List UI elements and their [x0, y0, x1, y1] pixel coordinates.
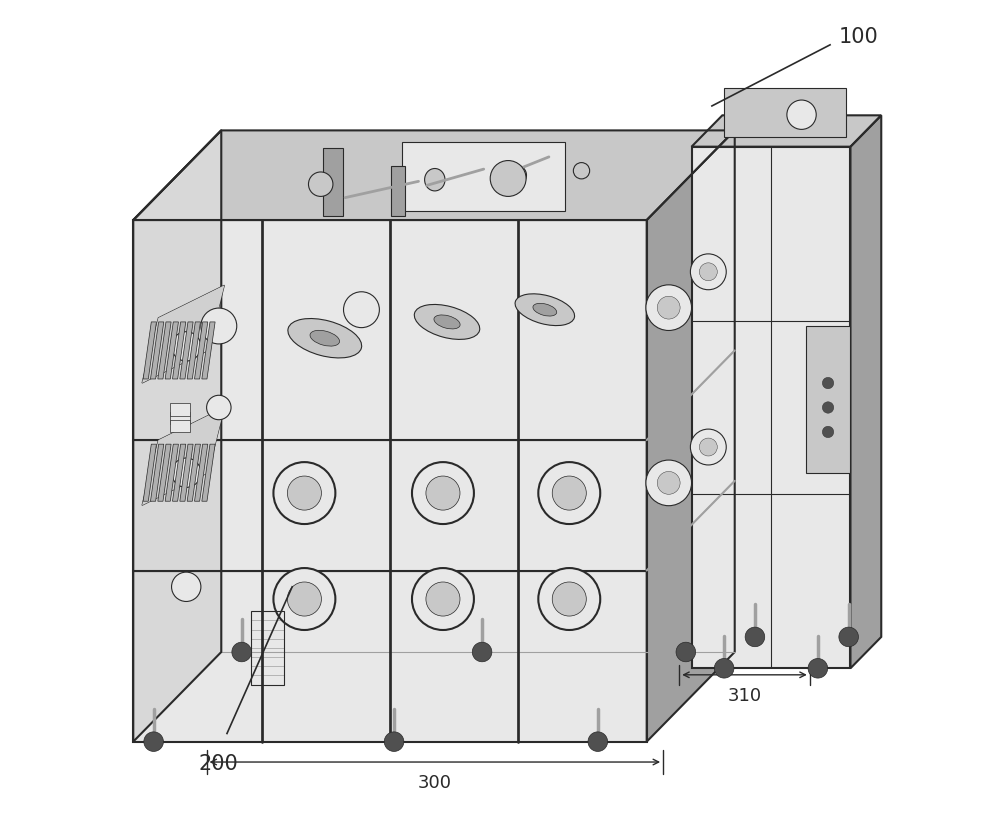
Circle shape	[287, 476, 321, 510]
Circle shape	[822, 426, 834, 438]
Circle shape	[787, 100, 816, 130]
Circle shape	[412, 568, 474, 630]
Polygon shape	[172, 322, 186, 379]
Text: 300: 300	[418, 774, 452, 792]
Bar	[251, 611, 284, 685]
Polygon shape	[143, 444, 156, 501]
Circle shape	[287, 582, 321, 616]
Text: 310: 310	[727, 687, 762, 705]
Circle shape	[646, 460, 692, 505]
Ellipse shape	[425, 169, 445, 191]
Ellipse shape	[533, 303, 557, 316]
Circle shape	[745, 628, 765, 647]
Circle shape	[273, 462, 335, 524]
Polygon shape	[194, 444, 208, 501]
Circle shape	[538, 462, 600, 524]
Circle shape	[172, 572, 201, 601]
Polygon shape	[133, 130, 735, 220]
Ellipse shape	[515, 294, 575, 325]
Bar	[170, 412, 190, 424]
Polygon shape	[202, 322, 215, 379]
Bar	[170, 403, 190, 416]
Circle shape	[699, 438, 717, 456]
Circle shape	[714, 659, 734, 678]
Polygon shape	[391, 166, 405, 216]
Bar	[170, 420, 190, 432]
Polygon shape	[165, 322, 178, 379]
Bar	[724, 88, 846, 137]
Bar	[402, 142, 565, 211]
Circle shape	[822, 402, 834, 413]
Polygon shape	[142, 408, 224, 505]
Ellipse shape	[414, 305, 480, 339]
Circle shape	[646, 285, 692, 331]
Circle shape	[690, 254, 726, 290]
Polygon shape	[150, 444, 164, 501]
Ellipse shape	[308, 172, 333, 196]
Circle shape	[472, 642, 492, 662]
Circle shape	[273, 568, 335, 630]
Polygon shape	[133, 130, 221, 742]
Circle shape	[822, 377, 834, 389]
Polygon shape	[142, 285, 224, 383]
Circle shape	[344, 292, 379, 328]
Circle shape	[699, 263, 717, 281]
Text: 200: 200	[199, 754, 239, 774]
Circle shape	[676, 642, 696, 662]
Text: 100: 100	[838, 27, 878, 46]
Polygon shape	[180, 444, 193, 501]
Polygon shape	[150, 322, 164, 379]
Circle shape	[839, 628, 858, 647]
Polygon shape	[143, 322, 156, 379]
Polygon shape	[692, 147, 850, 668]
Circle shape	[384, 732, 404, 751]
Polygon shape	[180, 322, 193, 379]
Circle shape	[207, 395, 231, 420]
Circle shape	[490, 161, 526, 196]
Circle shape	[172, 332, 201, 361]
Circle shape	[144, 732, 163, 751]
Circle shape	[657, 297, 680, 319]
Circle shape	[412, 462, 474, 524]
Circle shape	[232, 642, 251, 662]
Polygon shape	[172, 444, 186, 501]
Circle shape	[552, 582, 586, 616]
Circle shape	[201, 308, 237, 344]
Polygon shape	[850, 116, 881, 668]
Circle shape	[808, 659, 828, 678]
Circle shape	[552, 476, 586, 510]
Ellipse shape	[506, 165, 526, 186]
Polygon shape	[323, 148, 343, 216]
Polygon shape	[158, 444, 171, 501]
Circle shape	[690, 429, 726, 465]
Ellipse shape	[434, 315, 460, 329]
Polygon shape	[187, 444, 200, 501]
Circle shape	[657, 471, 680, 494]
Circle shape	[538, 568, 600, 630]
Bar	[806, 326, 850, 473]
Circle shape	[426, 476, 460, 510]
Polygon shape	[647, 130, 735, 742]
Circle shape	[588, 732, 608, 751]
Polygon shape	[187, 322, 200, 379]
Polygon shape	[133, 220, 647, 742]
Ellipse shape	[288, 319, 362, 358]
Polygon shape	[165, 444, 178, 501]
Polygon shape	[194, 322, 208, 379]
Ellipse shape	[573, 163, 590, 179]
Circle shape	[426, 582, 460, 616]
Circle shape	[172, 458, 201, 487]
Polygon shape	[202, 444, 215, 501]
Polygon shape	[158, 322, 171, 379]
Polygon shape	[692, 116, 881, 147]
Ellipse shape	[310, 330, 340, 346]
